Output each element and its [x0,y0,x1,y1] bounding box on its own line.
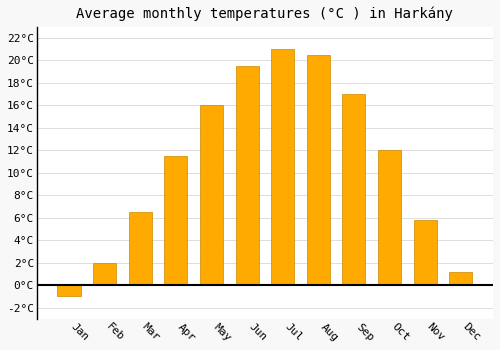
Bar [164,156,188,285]
Bar [236,66,258,285]
Bar [306,55,330,285]
Bar [128,212,152,285]
Bar [271,49,294,285]
Bar [378,150,401,285]
Bar [200,105,223,285]
Bar [58,285,80,296]
Bar [342,94,365,285]
Bar [449,272,472,285]
Title: Average monthly temperatures (°C ) in Harkány: Average monthly temperatures (°C ) in Ha… [76,7,454,21]
Bar [414,220,436,285]
Bar [93,263,116,285]
